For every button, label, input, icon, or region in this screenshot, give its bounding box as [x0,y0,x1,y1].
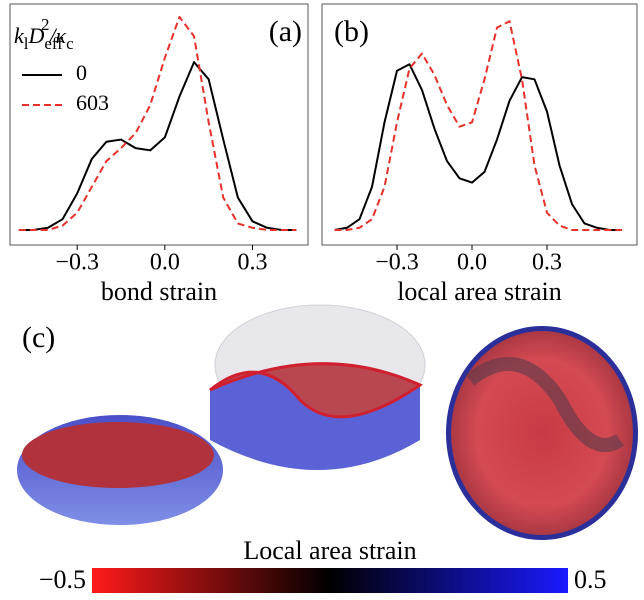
vesicle-mid-blue [210,372,420,470]
plot-frame [9,3,309,246]
colorbar-label: Local area strain [243,536,416,565]
legend-title: klDeff2/κc [14,15,74,53]
colorbar-tick-label: 0.5 [574,565,607,594]
vesicle-right-band [465,357,624,452]
panel-label: (b) [334,15,369,48]
x-tick-label: −0.3 [375,250,419,276]
vesicle-right [451,331,633,535]
legend-label: 0 [76,60,87,85]
panel-label: (c) [22,321,55,354]
x-tick-label: 0.0 [457,250,487,276]
legend-label: 603 [76,90,109,115]
x-tick-label: 0.3 [532,250,562,276]
vesicle-mid-red [209,362,424,419]
x-axis-label: bond strain [101,277,217,306]
legend-title-part: c [66,34,74,53]
legend-title-part: k [14,23,25,48]
legend-title-part: /κ [47,23,66,48]
series-line [18,15,297,231]
colorbar-tick-label: −0.5 [39,565,86,594]
x-tick-label: −0.3 [55,250,99,276]
series-line [18,61,297,231]
x-tick-label: 0.3 [237,250,267,276]
series-line [334,20,622,231]
legend-title-part: eff [44,34,63,53]
vesicle-images [17,304,638,540]
x-tick-label: 0.0 [150,250,180,276]
vesicle-left-top [22,422,214,488]
panel-label: (a) [269,15,302,48]
legend-title-part: D [28,23,45,48]
series-line [334,63,622,231]
x-axis-label: local area strain [397,277,562,306]
legend-title-part: l [24,34,29,53]
legend-title-part: 2 [41,15,50,34]
colorbar [92,568,568,593]
plot-frame [321,3,638,246]
